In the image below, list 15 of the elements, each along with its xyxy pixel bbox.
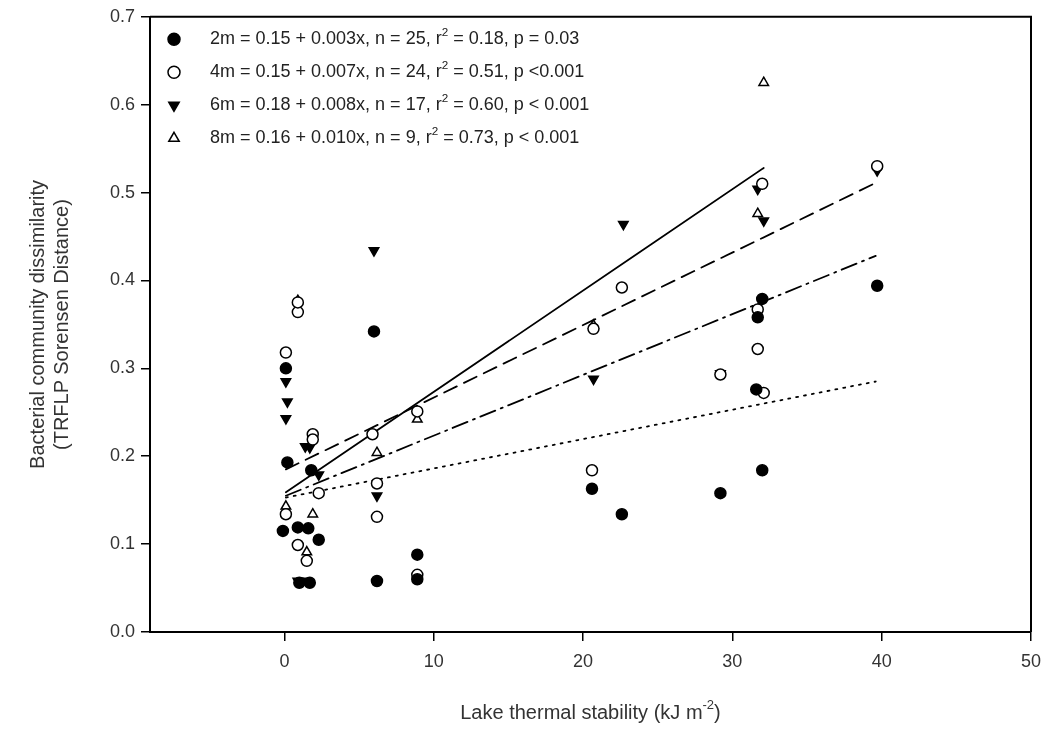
y-tick-label: 0.7 bbox=[109, 5, 135, 26]
y-tick-label: 0.2 bbox=[109, 445, 135, 466]
y-tick-label: 0.3 bbox=[109, 357, 135, 378]
x-tick-label: 10 bbox=[423, 650, 444, 671]
y-tick-label: 0.0 bbox=[109, 620, 135, 641]
y-tick-label: 0.1 bbox=[109, 533, 135, 554]
y-tick-label: 0.6 bbox=[109, 93, 135, 114]
x-tick-label: 50 bbox=[1020, 650, 1042, 671]
y-tick-label: 0.4 bbox=[109, 269, 135, 290]
y-axis-title: Bacterial community dissimilarity (TRFLP Sorensen Distance) bbox=[25, 179, 72, 469]
x-tick-label: 40 bbox=[871, 650, 892, 671]
x-tick-label: 30 bbox=[722, 650, 743, 671]
y-tick-label: 0.5 bbox=[109, 181, 135, 202]
x-tick-label: 0 bbox=[279, 650, 290, 671]
x-tick-label: 20 bbox=[573, 650, 594, 671]
